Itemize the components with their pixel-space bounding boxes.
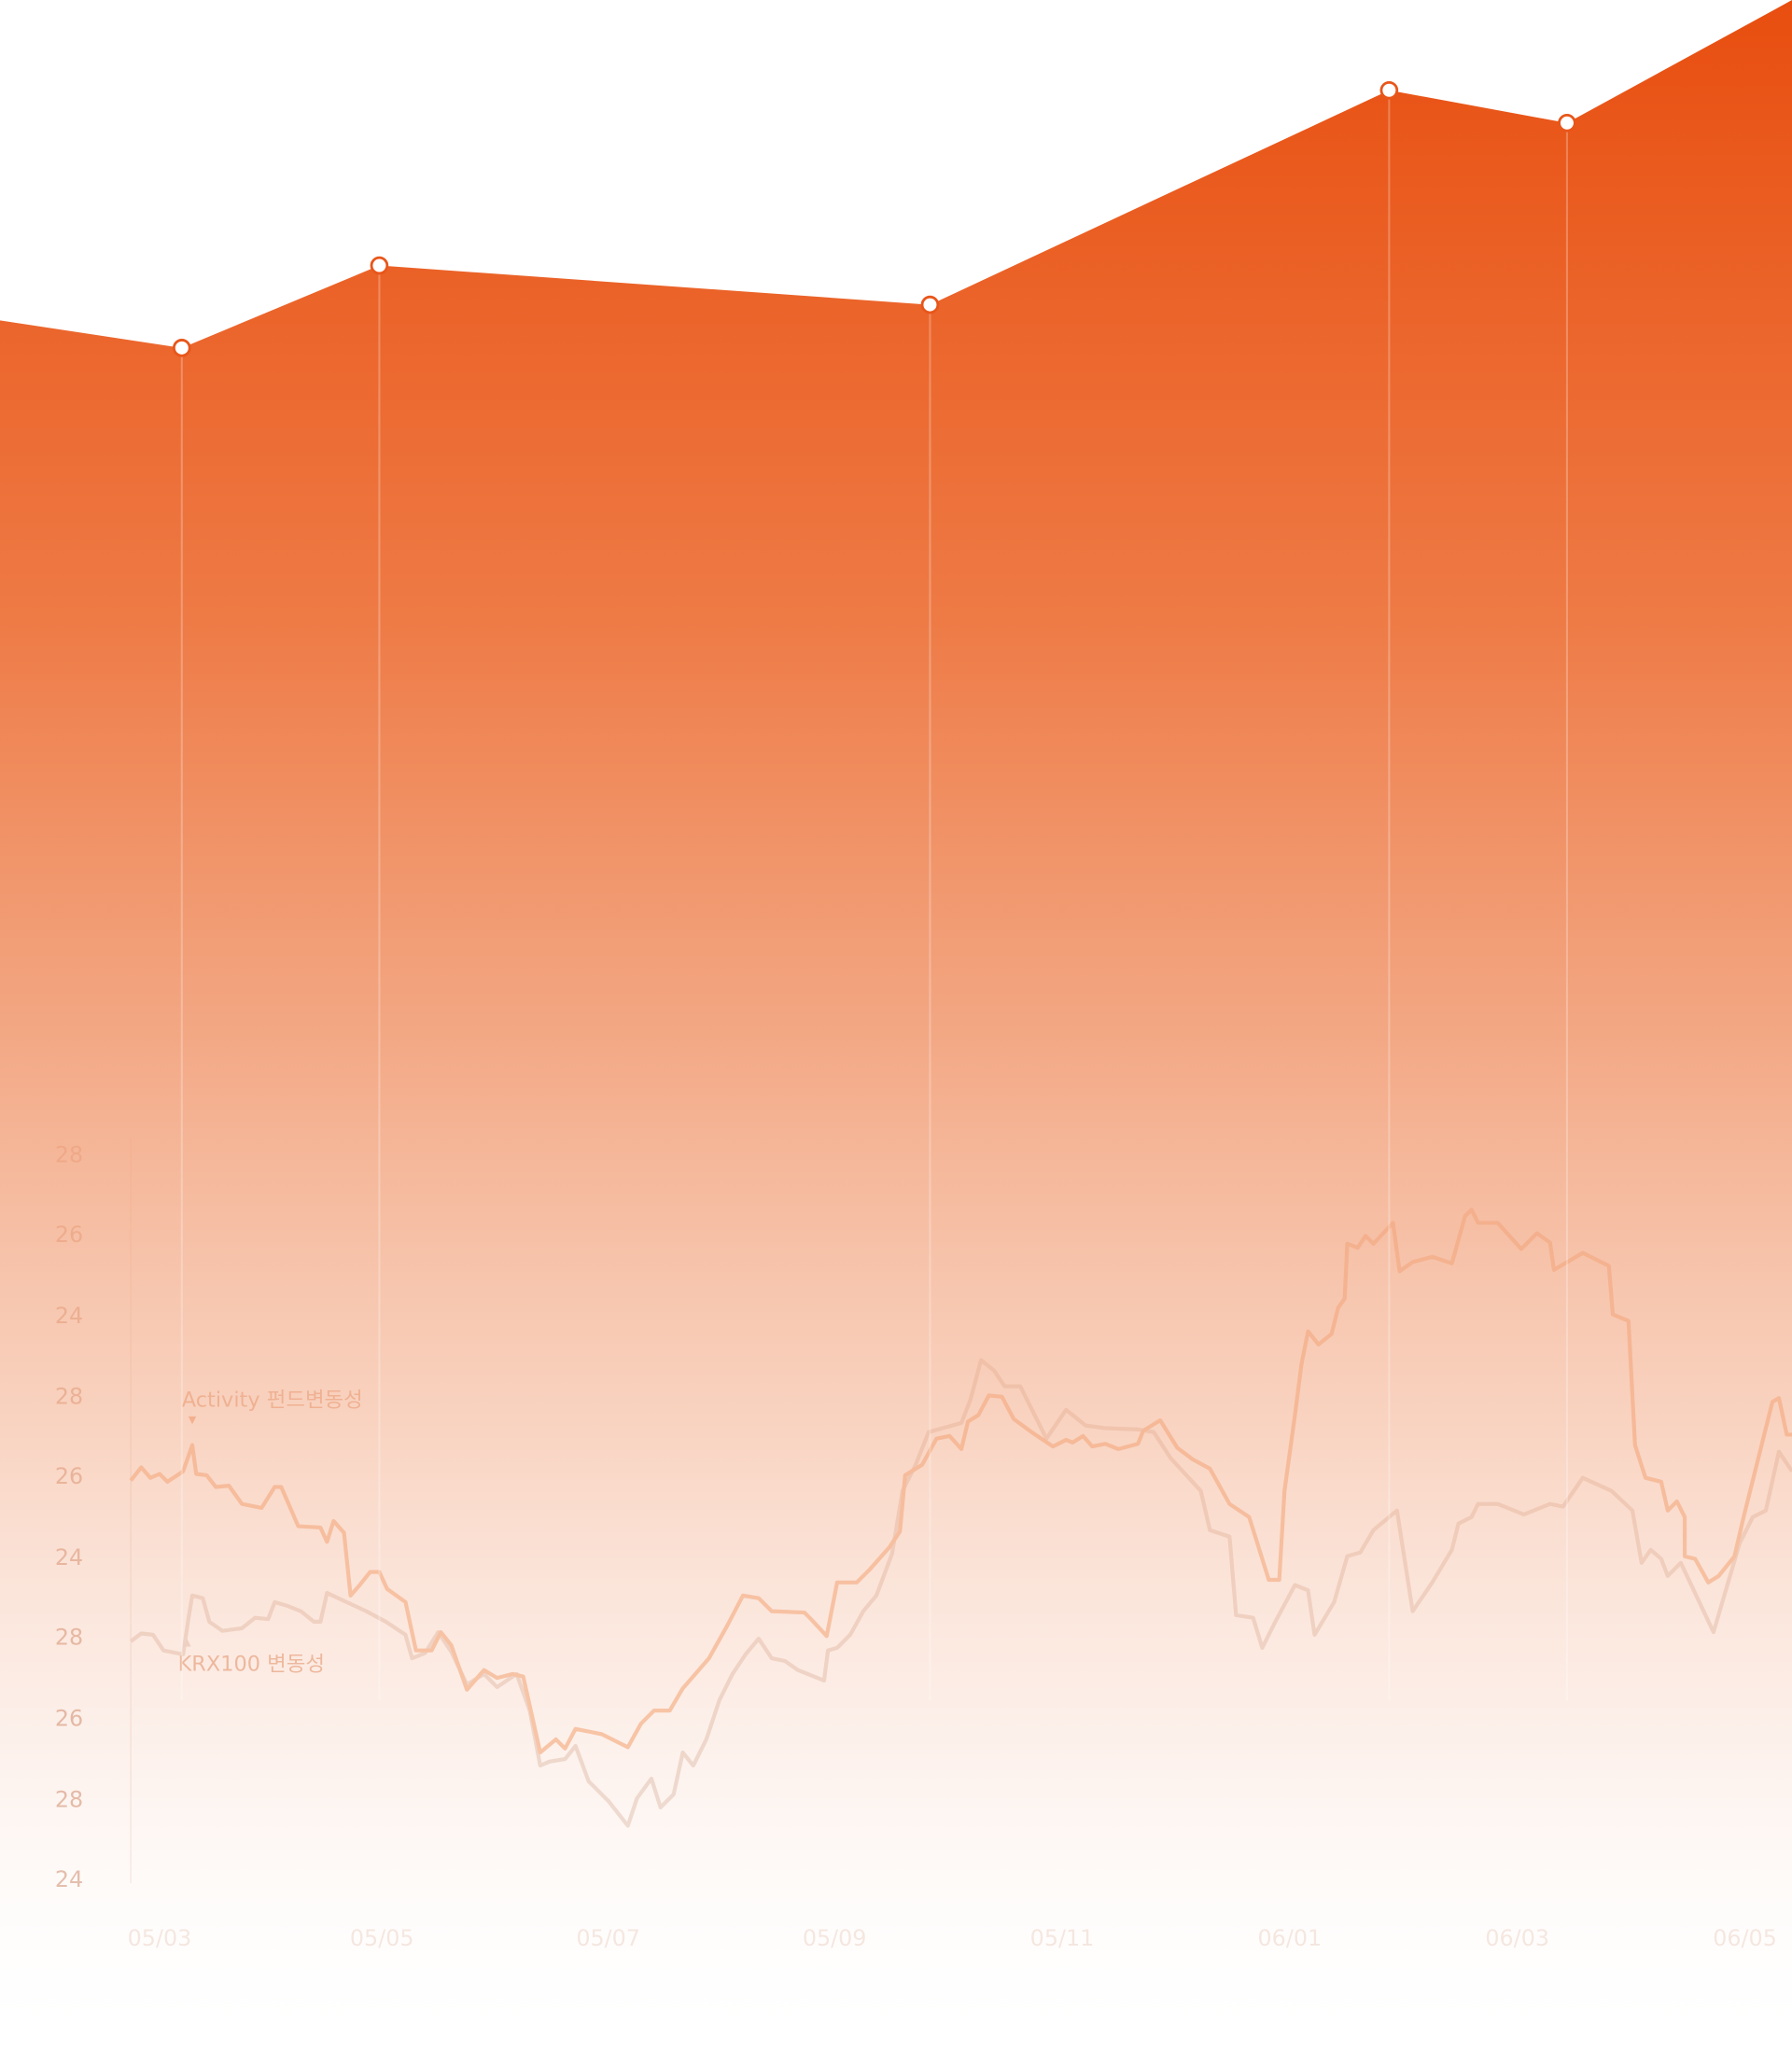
points: [172, 80, 1576, 357]
drop-lines: [180, 90, 1568, 1700]
